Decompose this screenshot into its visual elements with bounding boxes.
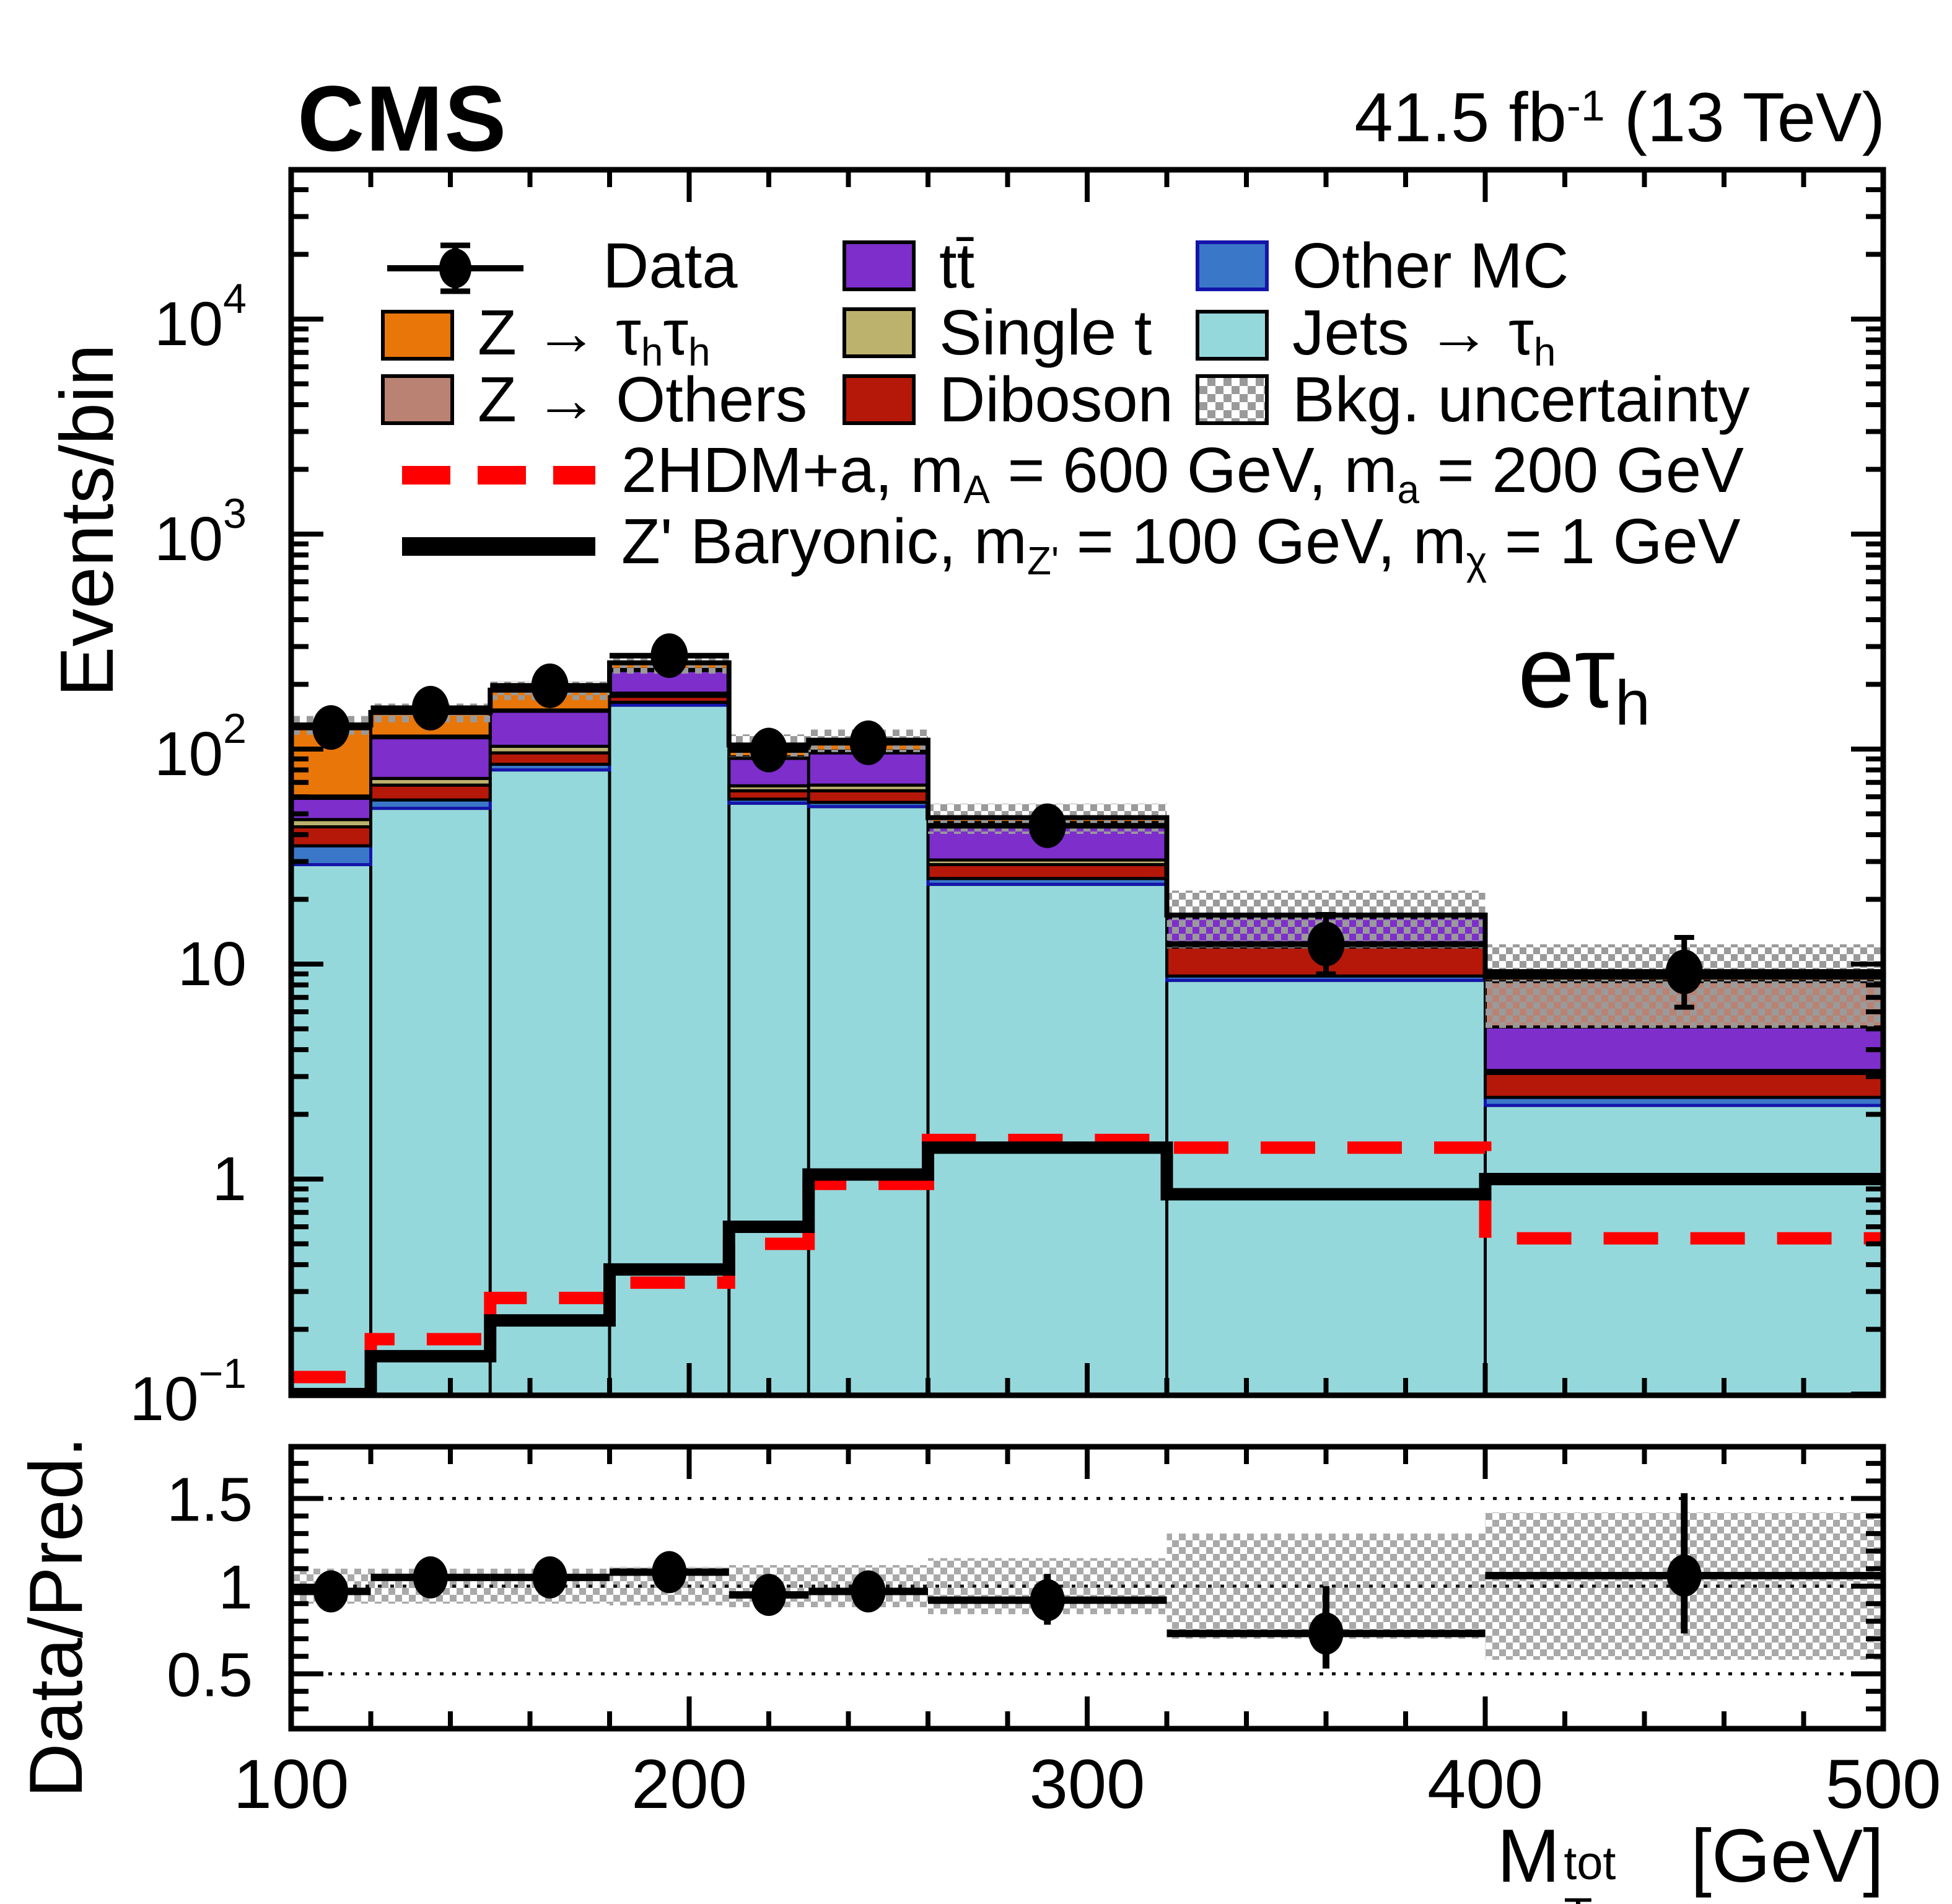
- x-tick-label: 100: [234, 1745, 349, 1823]
- data-point: [1028, 803, 1066, 848]
- ratio-y-tick-label: 1: [218, 1553, 253, 1622]
- ratio-point: [1030, 1579, 1065, 1621]
- x-tick-label: 400: [1427, 1745, 1543, 1823]
- main-frame: [288, 167, 1886, 1398]
- x-tick-label: 200: [631, 1745, 747, 1823]
- ratio-point: [313, 1570, 349, 1613]
- main-y-tick-label: 103: [154, 490, 247, 574]
- main-y-tick-label: 104: [154, 275, 247, 359]
- data-point: [1307, 921, 1345, 967]
- main-y-tick-label: 10−1: [129, 1350, 247, 1434]
- main-y-tick-label: 10: [178, 929, 247, 999]
- data-point: [411, 685, 449, 730]
- signal-line-zprime: [291, 1141, 1883, 1395]
- data-point: [312, 705, 350, 750]
- ratio-point: [751, 1574, 786, 1617]
- data-point: [650, 633, 688, 678]
- main-panel: [291, 633, 1883, 1395]
- ratio-point: [1666, 1555, 1702, 1597]
- ratio-y-tick-label: 0.5: [167, 1641, 253, 1710]
- ratio-point: [532, 1556, 567, 1599]
- x-tick-label: 500: [1826, 1745, 1941, 1823]
- ratio-point: [1308, 1612, 1344, 1655]
- ratio-y-tick-label: 1.5: [167, 1465, 253, 1535]
- main-y-tick-label: 1: [212, 1144, 247, 1214]
- data-point: [849, 720, 887, 765]
- ratio-point: [851, 1570, 886, 1613]
- main-y-tick-label: 102: [154, 705, 247, 789]
- ratio-panel: [291, 1493, 1883, 1675]
- ratio-point: [652, 1551, 687, 1594]
- x-tick-label: 300: [1030, 1745, 1145, 1823]
- data-point: [531, 663, 569, 708]
- signal-line-2hdma: [291, 1133, 1883, 1384]
- data-points-main: [291, 633, 1883, 1010]
- ratio-point: [413, 1556, 448, 1599]
- ratio-frame: [288, 1444, 1886, 1732]
- data-point: [1665, 949, 1703, 994]
- data-point: [750, 727, 787, 773]
